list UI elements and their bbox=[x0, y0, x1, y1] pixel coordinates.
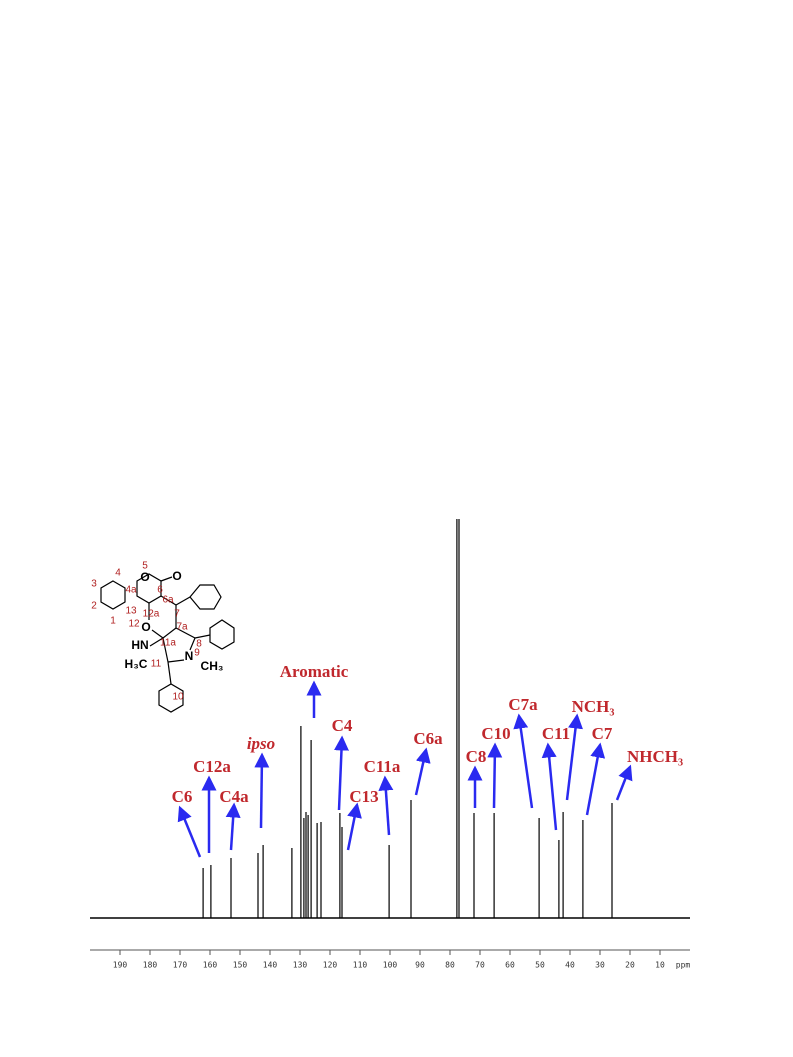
atom-number: 7a bbox=[176, 622, 188, 633]
x-tick-label: 80 bbox=[445, 961, 455, 970]
bond bbox=[175, 596, 191, 606]
x-tick-label: 100 bbox=[383, 961, 398, 970]
atom: H₃C bbox=[125, 657, 148, 671]
peak-label: C4 bbox=[332, 716, 353, 735]
arrow bbox=[254, 752, 270, 829]
bond bbox=[189, 637, 196, 651]
peak-label: NHCH₃ bbox=[627, 747, 683, 766]
x-tick-label: 110 bbox=[353, 961, 368, 970]
x-tick-label: 90 bbox=[415, 961, 425, 970]
peak-label: C13 bbox=[349, 787, 378, 806]
atom-number: 3 bbox=[91, 579, 97, 590]
atom: CH₃ bbox=[201, 659, 224, 673]
x-tick-label: 140 bbox=[263, 961, 278, 970]
bond bbox=[167, 659, 185, 663]
arrow bbox=[615, 764, 633, 801]
atom-number: 7 bbox=[174, 609, 180, 620]
arrow bbox=[346, 802, 362, 851]
x-tick-label: 130 bbox=[293, 961, 308, 970]
bond bbox=[160, 595, 177, 606]
atom-number: 6a bbox=[162, 595, 174, 606]
atom-number: 11a bbox=[160, 638, 176, 649]
x-axis-label: ppm bbox=[676, 961, 691, 970]
x-tick-label: 70 bbox=[475, 961, 485, 970]
peak-label: C11 bbox=[542, 724, 570, 743]
atom-number: 4 bbox=[115, 568, 121, 579]
atom-number: 9 bbox=[194, 648, 200, 659]
bond bbox=[167, 661, 172, 685]
x-tick-label: 170 bbox=[173, 961, 188, 970]
peak-label: C6a bbox=[413, 729, 443, 748]
peak-label: C7 bbox=[592, 724, 613, 743]
bond bbox=[160, 576, 173, 582]
x-tick-label: 150 bbox=[233, 961, 248, 970]
bond bbox=[175, 627, 196, 639]
atom-number: 6 bbox=[157, 585, 163, 596]
arrow bbox=[513, 713, 534, 809]
peak-label: C8 bbox=[466, 747, 487, 766]
x-tick-label: 10 bbox=[655, 961, 665, 970]
ring bbox=[209, 619, 235, 650]
peak-label: ipso bbox=[247, 734, 275, 753]
arrow bbox=[333, 735, 349, 811]
bond bbox=[151, 629, 164, 639]
atom-number: 13 bbox=[125, 606, 137, 617]
peak-label: NCH₃ bbox=[572, 697, 615, 716]
x-tick-label: 30 bbox=[595, 961, 605, 970]
peak-label: C11a bbox=[364, 757, 401, 776]
arrow bbox=[541, 742, 558, 831]
atom-number: 2 bbox=[91, 601, 97, 612]
ring bbox=[158, 683, 184, 713]
atom: N bbox=[185, 649, 194, 663]
peak-label: C7a bbox=[508, 695, 538, 714]
x-tick-label: 190 bbox=[113, 961, 128, 970]
atom-number: 10 bbox=[172, 692, 184, 703]
atom: HN bbox=[131, 638, 148, 652]
x-tick-label: 40 bbox=[565, 961, 575, 970]
atom-number: 11 bbox=[151, 659, 162, 670]
arrow bbox=[414, 747, 431, 796]
structure: 4 5 4a 6 3 2 1 13 12a 6a 7 7a 8 12 11a 9… bbox=[91, 561, 235, 713]
ring bbox=[100, 580, 126, 610]
bond bbox=[149, 637, 164, 647]
atom: O bbox=[141, 620, 150, 634]
peak-label: C6 bbox=[172, 787, 193, 806]
atom-number: 12 bbox=[128, 619, 140, 630]
atom-number: 8 bbox=[196, 639, 202, 650]
atom-number: 4a bbox=[125, 585, 137, 596]
arrow bbox=[225, 802, 241, 851]
arrow bbox=[585, 742, 606, 816]
atom: O bbox=[140, 570, 149, 584]
x-tick-label: 20 bbox=[625, 961, 635, 970]
ring bbox=[189, 584, 222, 610]
atom: O bbox=[172, 569, 181, 583]
bond bbox=[162, 637, 169, 663]
peak-label: C10 bbox=[481, 724, 510, 743]
x-tick-label: 50 bbox=[535, 961, 545, 970]
peak-label: C4a bbox=[219, 787, 249, 806]
atom-number: 12a bbox=[143, 609, 160, 620]
x-tick-label: 160 bbox=[203, 961, 218, 970]
bond bbox=[194, 634, 211, 639]
peak-label: C12a bbox=[193, 757, 231, 776]
peak-label: Aromatic bbox=[280, 662, 349, 681]
arrow bbox=[177, 805, 202, 858]
arrow bbox=[378, 775, 394, 836]
atom-number: 1 bbox=[110, 616, 116, 627]
arrow bbox=[565, 713, 583, 801]
bond bbox=[162, 627, 177, 639]
arrow bbox=[487, 742, 503, 809]
atom-number: 5 bbox=[142, 561, 148, 572]
x-tick-label: 180 bbox=[143, 961, 158, 970]
x-tick-label: 60 bbox=[505, 961, 515, 970]
x-tick-label: 120 bbox=[323, 961, 338, 970]
